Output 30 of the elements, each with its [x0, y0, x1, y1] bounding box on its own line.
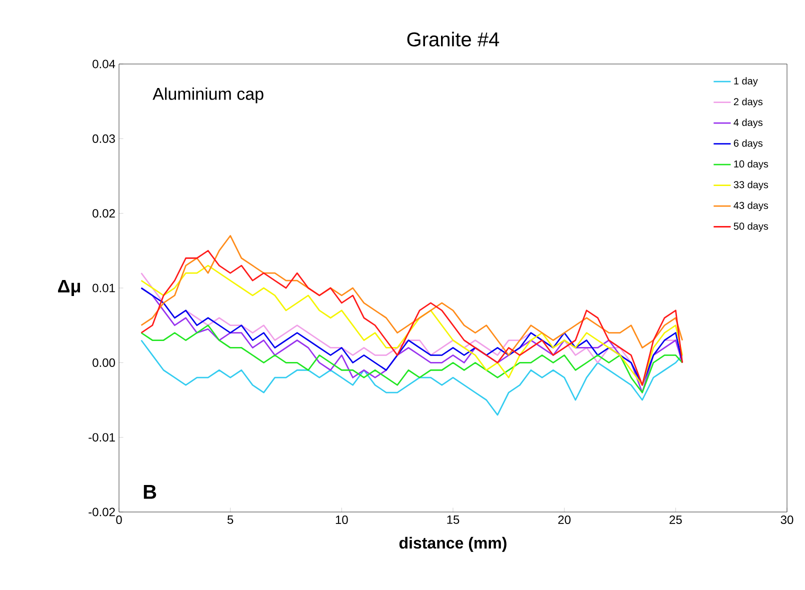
annotation: Aluminium cap	[152, 87, 264, 104]
line-series	[140, 235, 684, 356]
y-tick-label: 0.02	[92, 209, 115, 218]
legend-label: 10 days	[734, 160, 768, 170]
legend-label: 33 days	[734, 180, 768, 190]
line-series	[140, 324, 684, 394]
x-tick-label: 0	[116, 516, 122, 524]
x-tick-label: 5	[227, 516, 234, 524]
legend-label: 4 days	[734, 118, 763, 128]
x-tick-label: 15	[447, 516, 460, 524]
y-tick-label: 0.01	[92, 284, 115, 292]
x-tick-label: 30	[780, 516, 794, 524]
x-axis-title: distance (mm)	[399, 536, 506, 552]
legend-label: 50 days	[734, 222, 768, 232]
line-series	[140, 340, 684, 416]
legend-label: 1 day	[734, 77, 758, 86]
y-axis-title: Δμ	[58, 280, 80, 296]
x-tick-label: 10	[336, 516, 348, 524]
legend-label: 6 days	[734, 139, 763, 149]
annotation: B	[144, 484, 156, 499]
y-tick-label: -0.01	[88, 433, 115, 442]
legend-label: 43 days	[734, 202, 768, 211]
x-tick-label: 20	[558, 516, 571, 524]
y-tick-label: 0.04	[92, 60, 116, 68]
y-tick-label: -0.02	[88, 508, 115, 516]
chart-title: Granite #4	[407, 32, 500, 46]
legend-label: 2 days	[734, 98, 763, 108]
y-tick-label: 0.03	[92, 134, 115, 143]
y-tick-label: 0.00	[92, 358, 116, 367]
x-tick-label: 25	[670, 516, 682, 524]
